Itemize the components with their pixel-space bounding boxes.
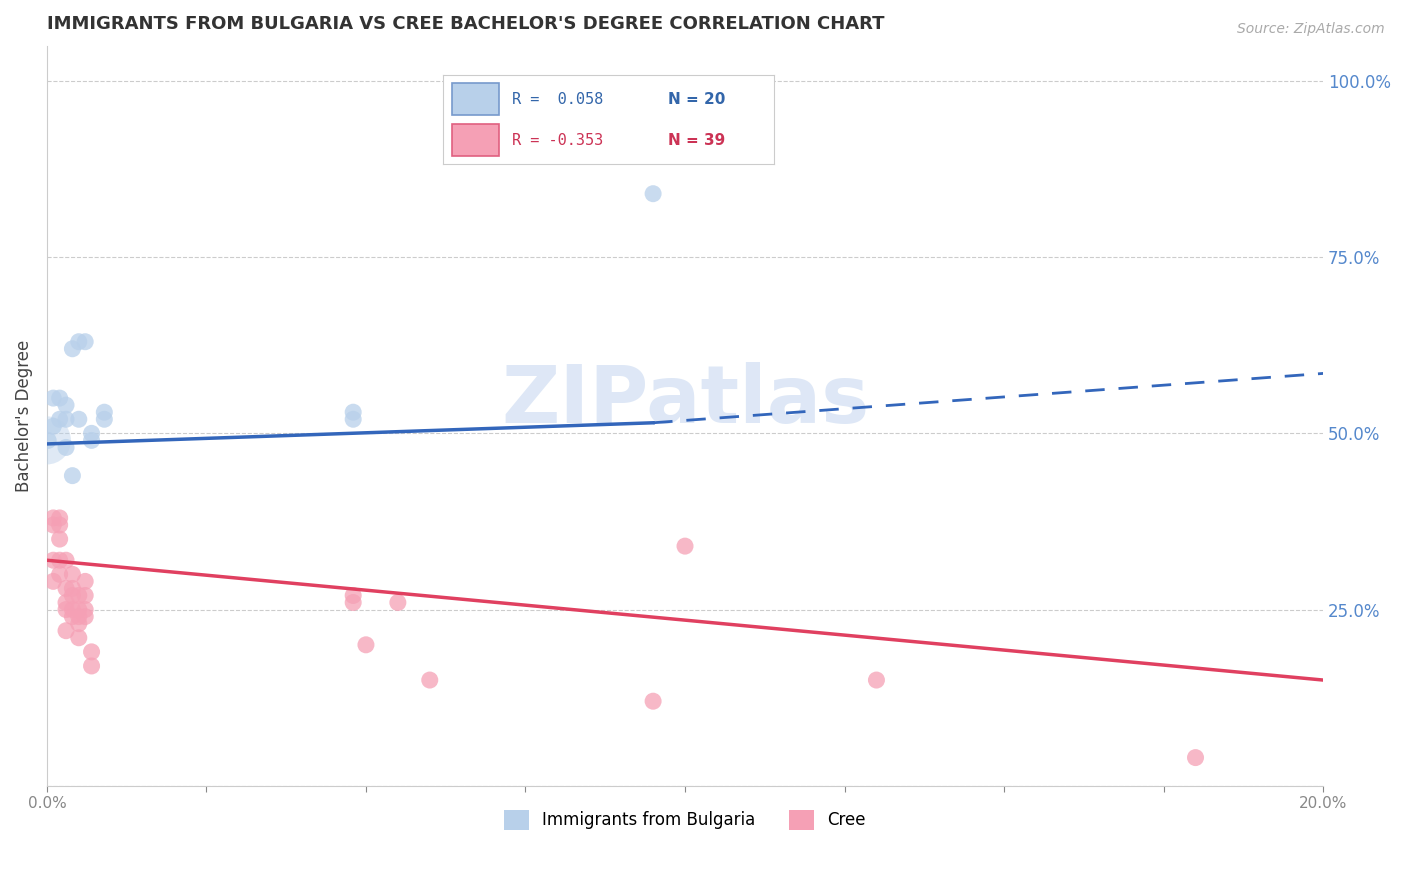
Point xyxy=(342,412,364,426)
Point xyxy=(93,412,115,426)
Point xyxy=(48,553,70,567)
Point xyxy=(342,589,364,603)
Point xyxy=(55,602,77,616)
Y-axis label: Bachelor's Degree: Bachelor's Degree xyxy=(15,340,32,491)
Point xyxy=(62,468,84,483)
Point xyxy=(342,595,364,609)
Point xyxy=(80,434,103,448)
Point xyxy=(342,405,364,419)
Point xyxy=(62,589,84,603)
Point xyxy=(42,553,65,567)
Point xyxy=(67,631,90,645)
Point xyxy=(67,334,90,349)
Point xyxy=(75,574,97,589)
Point xyxy=(62,567,84,582)
Point xyxy=(419,673,441,687)
Point xyxy=(80,426,103,441)
Text: IMMIGRANTS FROM BULGARIA VS CREE BACHELOR'S DEGREE CORRELATION CHART: IMMIGRANTS FROM BULGARIA VS CREE BACHELO… xyxy=(46,15,884,33)
Point xyxy=(48,567,70,582)
Point xyxy=(48,518,70,533)
Point xyxy=(62,609,84,624)
Point xyxy=(48,391,70,405)
Point xyxy=(37,434,59,448)
Point xyxy=(67,616,90,631)
Point xyxy=(80,645,103,659)
Legend: Immigrants from Bulgaria, Cree: Immigrants from Bulgaria, Cree xyxy=(498,803,873,837)
Point xyxy=(387,595,409,609)
Text: ZIPatlas: ZIPatlas xyxy=(501,362,869,440)
Point xyxy=(62,602,84,616)
Point xyxy=(55,553,77,567)
Point xyxy=(55,624,77,638)
Point xyxy=(48,532,70,546)
Point xyxy=(55,595,77,609)
Point xyxy=(1184,750,1206,764)
Point xyxy=(48,511,70,525)
Point xyxy=(62,342,84,356)
Point xyxy=(55,582,77,596)
Point xyxy=(354,638,377,652)
Point xyxy=(55,441,77,455)
Point xyxy=(80,659,103,673)
Text: Source: ZipAtlas.com: Source: ZipAtlas.com xyxy=(1237,22,1385,37)
Point xyxy=(75,609,97,624)
Point xyxy=(643,186,665,201)
Point xyxy=(55,398,77,412)
Point xyxy=(75,602,97,616)
Point xyxy=(42,511,65,525)
Point xyxy=(673,539,696,553)
Point xyxy=(42,419,65,434)
Point xyxy=(67,602,90,616)
Point xyxy=(865,673,887,687)
Point xyxy=(67,589,90,603)
Point xyxy=(67,609,90,624)
Point xyxy=(35,434,58,448)
Point xyxy=(93,405,115,419)
Point xyxy=(62,582,84,596)
Point xyxy=(75,589,97,603)
Point xyxy=(42,518,65,533)
Point xyxy=(75,334,97,349)
Point xyxy=(48,412,70,426)
Point xyxy=(42,391,65,405)
Point xyxy=(55,412,77,426)
Point xyxy=(42,574,65,589)
Point xyxy=(643,694,665,708)
Point xyxy=(67,412,90,426)
